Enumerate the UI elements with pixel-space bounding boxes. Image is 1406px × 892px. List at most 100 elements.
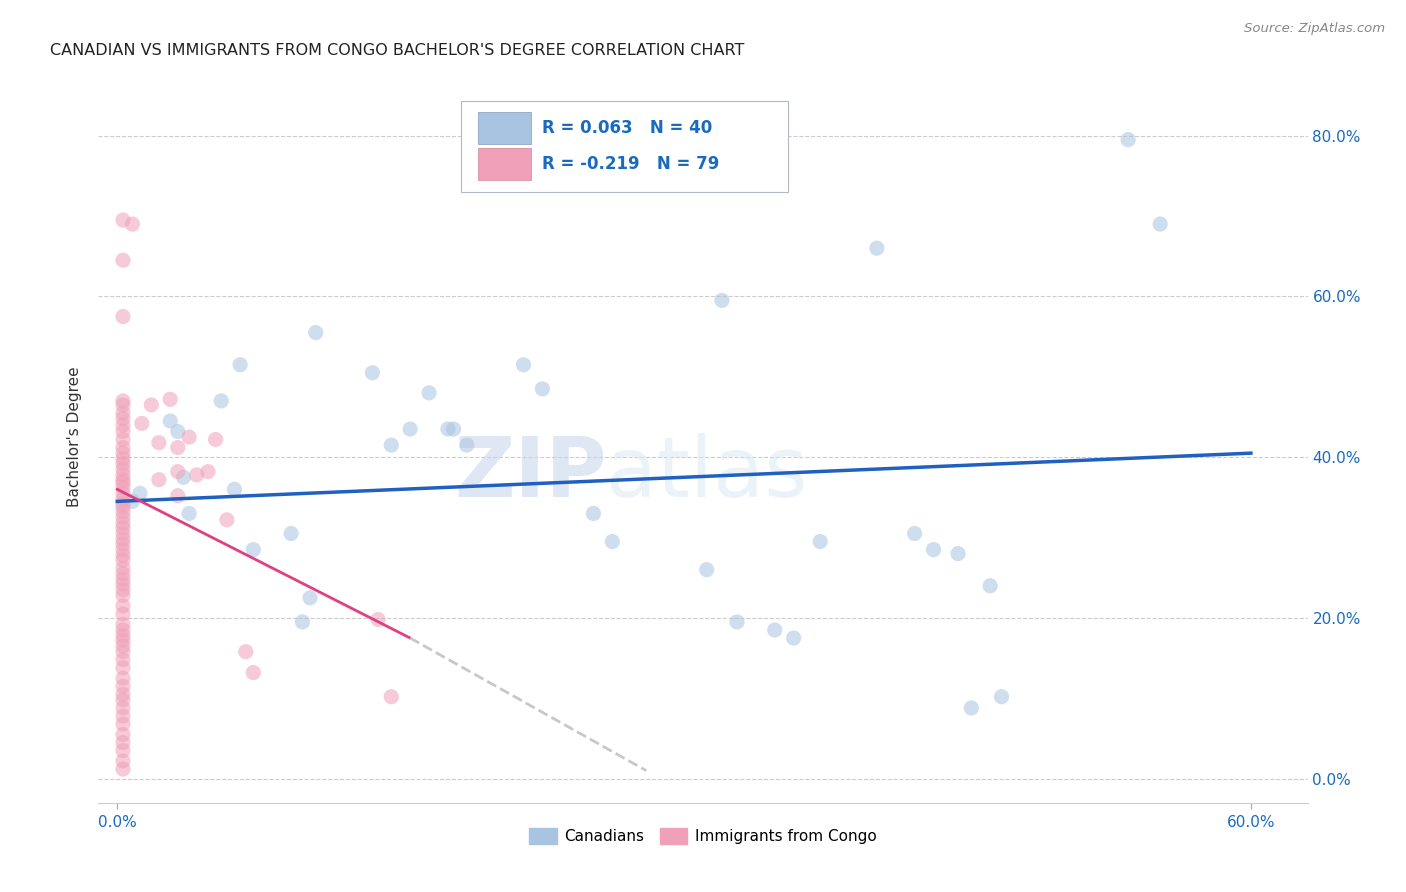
Point [111, 548, 134, 562]
Point [242, 542, 264, 557]
Point [979, 579, 1001, 593]
Point [159, 414, 181, 428]
Point [111, 462, 134, 476]
Point [280, 526, 302, 541]
Point [121, 494, 143, 508]
Point [111, 411, 134, 425]
Point [111, 717, 134, 731]
Point [111, 475, 134, 490]
Point [305, 326, 328, 340]
Point [456, 438, 478, 452]
Point [179, 430, 201, 444]
Point [111, 505, 134, 519]
Point [111, 425, 134, 439]
Point [111, 446, 134, 460]
Point [111, 589, 134, 603]
Legend: Canadians, Immigrants from Congo: Canadians, Immigrants from Congo [523, 822, 883, 850]
Point [111, 532, 134, 546]
Point [111, 701, 134, 715]
Point [148, 473, 170, 487]
FancyBboxPatch shape [478, 112, 531, 144]
Text: CANADIAN VS IMMIGRANTS FROM CONGO BACHELOR'S DEGREE CORRELATION CHART: CANADIAN VS IMMIGRANTS FROM CONGO BACHEL… [51, 43, 744, 58]
Point [111, 481, 134, 495]
Point [111, 526, 134, 541]
Point [111, 679, 134, 693]
Point [166, 465, 188, 479]
Point [159, 392, 181, 407]
Point [111, 500, 134, 514]
Point [111, 491, 134, 506]
Point [111, 633, 134, 648]
Point [291, 615, 314, 629]
Point [531, 382, 554, 396]
Point [111, 607, 134, 621]
Point [111, 253, 134, 268]
Point [111, 639, 134, 653]
Point [111, 623, 134, 637]
Point [111, 727, 134, 741]
Point [111, 582, 134, 597]
Point [111, 735, 134, 749]
Point [111, 629, 134, 643]
Point [111, 398, 134, 412]
Point [1149, 217, 1171, 231]
Text: ZIP: ZIP [454, 434, 606, 514]
Point [990, 690, 1012, 704]
Point [111, 213, 134, 227]
Point [111, 516, 134, 530]
Point [111, 572, 134, 586]
Point [111, 486, 134, 500]
Point [215, 513, 238, 527]
Point [242, 665, 264, 680]
Point [111, 457, 134, 471]
Point [418, 385, 440, 400]
Text: Source: ZipAtlas.com: Source: ZipAtlas.com [1244, 22, 1385, 36]
Point [437, 422, 460, 436]
Point [111, 393, 134, 408]
Point [361, 366, 384, 380]
Point [582, 507, 605, 521]
Point [1116, 133, 1139, 147]
Point [111, 617, 134, 632]
Point [380, 438, 402, 452]
Point [186, 467, 208, 482]
Point [111, 467, 134, 482]
Point [166, 441, 188, 455]
Point [209, 393, 232, 408]
Point [111, 762, 134, 776]
Point [922, 542, 945, 557]
Text: R = -0.219   N = 79: R = -0.219 N = 79 [543, 155, 720, 173]
Point [224, 483, 246, 497]
Point [960, 701, 983, 715]
Point [111, 497, 134, 511]
Point [111, 653, 134, 667]
Point [111, 441, 134, 455]
Point [602, 534, 624, 549]
Point [946, 547, 969, 561]
Point [111, 417, 134, 432]
Point [179, 507, 201, 521]
Point [111, 310, 134, 324]
Point [808, 534, 831, 549]
Point [197, 465, 219, 479]
Point [111, 451, 134, 466]
Point [204, 433, 226, 447]
Point [111, 693, 134, 707]
Point [111, 433, 134, 447]
Point [111, 542, 134, 557]
Point [111, 510, 134, 524]
Point [725, 615, 748, 629]
Point [111, 553, 134, 567]
FancyBboxPatch shape [478, 148, 531, 180]
Point [229, 358, 252, 372]
Point [111, 645, 134, 659]
Point [443, 422, 465, 436]
Text: atlas: atlas [606, 434, 808, 514]
Point [111, 566, 134, 581]
Y-axis label: Bachelor's Degree: Bachelor's Degree [67, 367, 83, 508]
Point [141, 398, 163, 412]
Point [380, 690, 402, 704]
Point [111, 577, 134, 591]
Point [111, 537, 134, 551]
Point [367, 613, 389, 627]
